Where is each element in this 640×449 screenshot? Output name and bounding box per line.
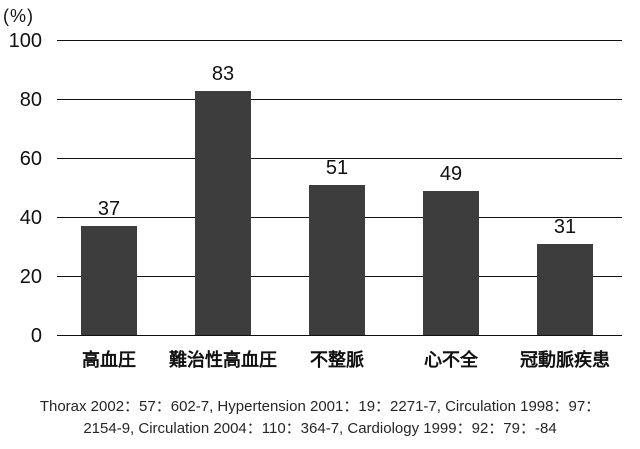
- bar-value-label-2: 83: [211, 62, 235, 85]
- y-tick-label-20: 20: [19, 265, 42, 288]
- y-tick-label-40: 40: [19, 206, 42, 229]
- gridline-100: [57, 39, 622, 42]
- gridline-0: [57, 334, 622, 337]
- category-label-2: 難治性高血圧: [169, 350, 277, 370]
- bar-2: [195, 90, 251, 336]
- gridline-80: [57, 98, 622, 101]
- bar-3: [309, 185, 365, 336]
- plot-area: 0 20 40 60 80 100 37 高血圧 83 難治性高血圧 51 不整脈 49 心不全 31 冠動脈…: [8, 29, 622, 370]
- bar-value-label-5: 31: [553, 216, 577, 239]
- category-label-1: 高血圧: [82, 350, 136, 370]
- category-label-4: 心不全: [424, 350, 478, 370]
- bar-value-label-4: 49: [439, 162, 463, 185]
- category-label-5: 冠動脈疾患: [520, 350, 610, 370]
- bar-value-label-1: 37: [97, 198, 121, 221]
- y-tick-label-80: 80: [19, 88, 42, 111]
- citation-line-1: Thorax 2002：57：602-7, Hypertension 2001：…: [39, 398, 601, 415]
- y-tick-label-0: 0: [30, 324, 42, 347]
- category-label-3: 不整脈: [310, 350, 364, 370]
- citation-footer: Thorax 2002：57：602-7, Hypertension 2001：…: [0, 396, 640, 440]
- citation-line-2: 2154-9, Circulation 2004：110：364-7, Card…: [83, 420, 557, 437]
- bar-5: [537, 244, 593, 336]
- bar-value-label-3: 51: [325, 157, 349, 180]
- bar-4: [423, 190, 479, 336]
- y-tick-label-60: 60: [19, 147, 42, 170]
- gridline-60: [57, 157, 622, 160]
- y-axis-unit-label: (%): [3, 6, 34, 26]
- y-tick-label-100: 100: [8, 29, 42, 52]
- bar-1: [81, 226, 137, 336]
